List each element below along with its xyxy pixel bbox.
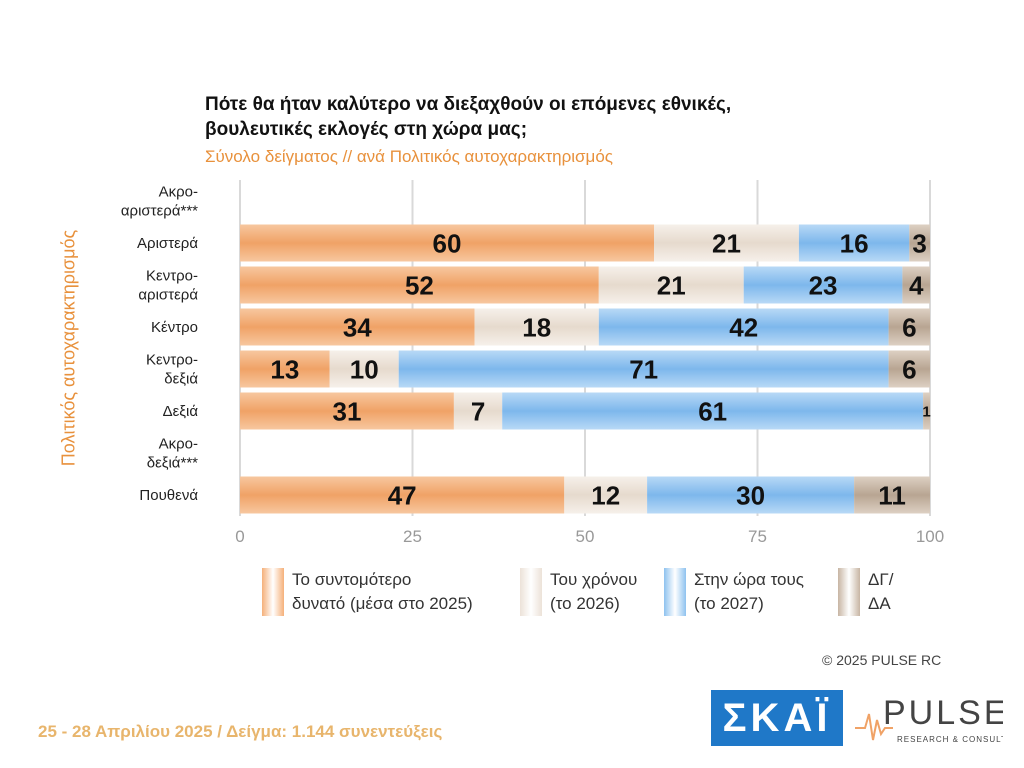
category-label: Κεντρο-αριστερά	[138, 268, 198, 304]
data-label: 47	[388, 480, 417, 510]
x-tick-label: 75	[748, 527, 767, 546]
copyright-text: © 2025 PULSE RC	[822, 652, 942, 668]
category-label: Δεξιά	[163, 403, 199, 420]
legend-item: Του χρόνου (το 2026)	[520, 568, 637, 616]
legend-swatch	[664, 568, 686, 616]
legend-label: Στην ώρα τους (το 2027)	[694, 570, 805, 613]
bar-segment	[329, 350, 399, 388]
bar-segment	[240, 308, 475, 346]
stacked-bar-chart: 60 21 16 3 52 21 23 4 34 18 42 6 13 10 71 6 31 7 61 1 47 12 30…	[121, 180, 944, 546]
pulse-logo-subtext: RESEARCH & CONSULTING	[897, 735, 1003, 744]
legend: Το συντομότερο δυνατό (μέσα στο 2025) Του…	[262, 568, 962, 628]
category-label: Ακρο-αριστερά***	[121, 184, 198, 220]
data-label: 6	[902, 312, 916, 342]
legend-label: ΔΓ/ ΔΑ	[868, 570, 894, 613]
pulse-logo-text: PULSE	[883, 694, 1003, 732]
bar-segment	[240, 266, 599, 304]
data-label: 52	[405, 270, 434, 300]
data-label: 7	[471, 396, 485, 426]
data-label: 11	[878, 480, 906, 510]
legend-item: ΔΓ/ ΔΑ	[838, 568, 893, 616]
skai-logo: ΣΚΑΪ	[711, 690, 843, 746]
data-label: 34	[343, 312, 372, 342]
data-label: 42	[729, 312, 758, 342]
legend-item: Το συντομότερο δυνατό (μέσα στο 2025)	[262, 568, 473, 616]
bar-segment	[888, 308, 930, 346]
data-label: 6	[902, 354, 916, 384]
x-tick-label: 100	[916, 527, 944, 546]
legend-item: Στην ώρα τους (το 2027)	[664, 568, 804, 616]
bar-segment	[453, 392, 503, 430]
data-label: 61	[698, 396, 727, 426]
data-label: 71	[629, 354, 658, 384]
data-label: 21	[657, 270, 686, 300]
category-label: Κεντρο-δεξιά	[146, 352, 198, 388]
bar-segment	[502, 392, 924, 430]
data-label: 1	[922, 403, 930, 420]
category-label: Πουθενά	[139, 487, 198, 504]
bar-segment	[854, 476, 930, 514]
bar-segment	[240, 350, 330, 388]
bar-segment	[798, 224, 910, 262]
chart-title: Πότε θα ήταν καλύτερο να διεξαχθούν οι ε…	[205, 94, 732, 140]
bar-segment	[240, 392, 454, 430]
legend-swatch	[520, 568, 542, 616]
bar-segment	[598, 308, 889, 346]
legend-label: Το συντομότερο δυνατό (μέσα στο 2025)	[292, 570, 473, 613]
bar-segment	[743, 266, 903, 304]
data-label: 31	[332, 396, 361, 426]
bar-segment	[240, 224, 654, 262]
x-tick-label: 50	[576, 527, 595, 546]
category-label: Κέντρο	[151, 319, 198, 336]
category-label: Ακρο-δεξιά***	[147, 436, 198, 472]
bar-segment	[654, 224, 799, 262]
bar-segment	[398, 350, 889, 388]
bar-segment	[647, 476, 855, 514]
skai-logo-text: ΣΚΑΪ	[722, 695, 832, 740]
data-label: 12	[591, 480, 620, 510]
x-tick-label: 0	[235, 527, 244, 546]
data-label: 4	[909, 270, 924, 300]
data-label: 3	[912, 228, 926, 258]
category-label: Αριστερά	[137, 235, 198, 252]
data-label: 60	[433, 228, 462, 258]
x-tick-label: 25	[403, 527, 422, 546]
bar-segment	[888, 350, 930, 388]
bar-segment	[902, 266, 930, 304]
footer-date-sample: 25 - 28 Απριλίου 2025 / Δείγμα: 1.144 συ…	[38, 722, 443, 741]
bar-segment	[564, 476, 648, 514]
bar-segment	[240, 476, 565, 514]
bar-segment	[474, 308, 599, 346]
pulse-logo: PULSE RESEARCH & CONSULTING	[853, 690, 1023, 750]
data-label: 30	[736, 480, 765, 510]
bar-segment	[923, 392, 930, 430]
legend-label: Του χρόνου (το 2026)	[550, 570, 638, 613]
legend-swatch	[262, 568, 284, 616]
data-label: 23	[809, 270, 838, 300]
data-label: 16	[840, 228, 869, 258]
data-label: 10	[350, 354, 379, 384]
bar-segment	[909, 224, 930, 262]
data-label: 21	[712, 228, 741, 258]
data-label: 13	[270, 354, 299, 384]
bar-segment	[598, 266, 744, 304]
chart-subtitle: Σύνολο δείγματος // ανά Πολιτικός αυτοχα…	[205, 147, 613, 166]
legend-swatch	[838, 568, 860, 616]
data-label: 18	[522, 312, 551, 342]
